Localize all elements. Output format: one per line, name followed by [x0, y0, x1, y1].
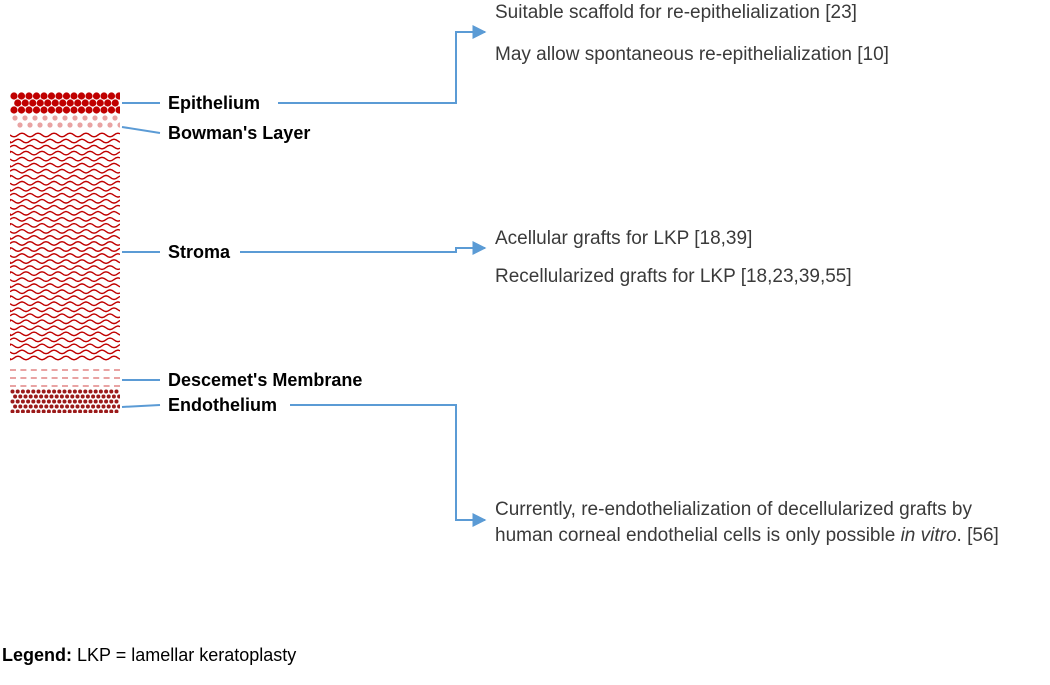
legend: Legend: LKP = lamellar keratoplasty	[2, 645, 296, 666]
cornea-column	[10, 92, 120, 422]
label-bowman: Bowman's Layer	[168, 123, 310, 144]
layer-epithelium	[10, 92, 120, 114]
legend-text: LKP = lamellar keratoplasty	[72, 645, 296, 665]
diagram-canvas: Epithelium Bowman's Layer Stroma Desceme…	[0, 0, 1050, 685]
connector-overlay	[0, 0, 1050, 685]
layer-endothelium	[10, 389, 120, 413]
note-endothelium-a-italic: in vitro	[901, 525, 957, 546]
note-epithelium-b: May allow spontaneous re-epithelializati…	[495, 42, 889, 68]
note-epithelium-a: Suitable scaffold for re-epithelializati…	[495, 0, 857, 26]
note-stroma-b: Recellularized grafts for LKP [18,23,39,…	[495, 264, 852, 290]
legend-label: Legend:	[2, 645, 72, 665]
label-stroma: Stroma	[168, 242, 230, 263]
layer-bowman	[10, 114, 120, 132]
note-endothelium-a-post: . [56]	[957, 525, 999, 546]
label-epithelium: Epithelium	[168, 93, 260, 114]
layer-descemet	[10, 367, 120, 389]
note-stroma-a: Acellular grafts for LKP [18,39]	[495, 226, 752, 252]
label-descemet: Descemet's Membrane	[168, 370, 362, 391]
layer-stroma	[10, 132, 120, 367]
label-endothelium: Endothelium	[168, 395, 277, 416]
note-endothelium-a: Currently, re-endothelialization of dece…	[495, 497, 1015, 548]
